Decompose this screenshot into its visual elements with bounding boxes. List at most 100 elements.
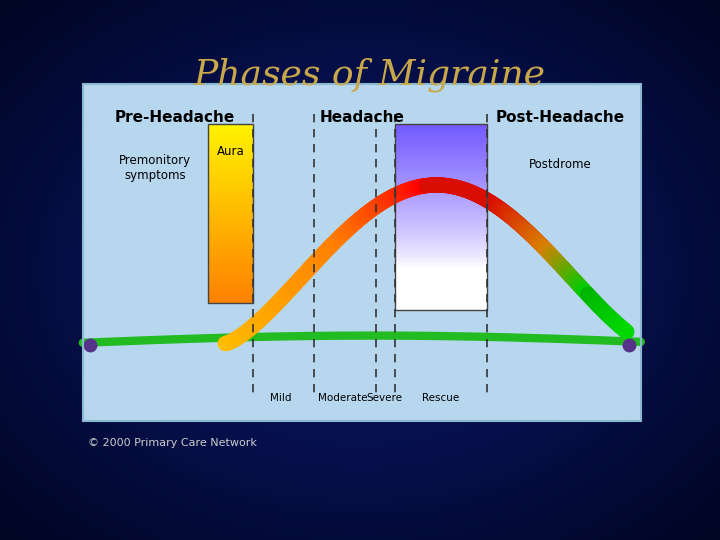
Bar (471, 168, 472, 171)
Bar (480, 158, 482, 160)
Bar (464, 276, 466, 279)
Bar (405, 197, 406, 199)
Bar (438, 213, 440, 215)
Bar (439, 182, 441, 184)
Bar (433, 174, 434, 177)
Bar (472, 210, 474, 212)
Bar (449, 301, 451, 303)
Bar (485, 286, 486, 288)
Bar (480, 154, 482, 156)
Bar (445, 304, 446, 307)
Bar (471, 136, 472, 138)
Bar (410, 171, 411, 173)
Bar (471, 239, 472, 241)
Bar (431, 295, 433, 298)
Bar (438, 143, 439, 145)
Bar (477, 206, 478, 208)
Bar (428, 217, 429, 219)
Bar (437, 168, 438, 171)
Bar (480, 232, 482, 234)
Bar (400, 252, 401, 255)
Bar (468, 204, 469, 206)
Bar (469, 238, 470, 240)
Bar (412, 287, 413, 290)
Bar (462, 284, 464, 286)
Bar (396, 265, 397, 268)
Bar (482, 251, 483, 253)
Bar (478, 182, 480, 184)
Bar (415, 269, 416, 271)
Bar (449, 167, 450, 169)
Bar (400, 126, 401, 129)
Bar (424, 256, 426, 258)
Bar (402, 178, 403, 180)
Bar (442, 276, 444, 279)
Bar (414, 195, 415, 197)
Bar (396, 222, 397, 225)
Bar (423, 232, 424, 234)
Bar (395, 276, 397, 279)
Bar (409, 284, 410, 286)
Bar (462, 234, 464, 236)
Bar (458, 247, 459, 249)
Bar (424, 219, 426, 221)
Bar (436, 308, 437, 310)
Bar (415, 230, 417, 232)
Bar (421, 191, 423, 193)
Bar (405, 204, 406, 206)
Bar (485, 141, 486, 143)
Bar (454, 182, 456, 184)
Bar (466, 267, 467, 269)
Bar (478, 126, 480, 129)
Bar (396, 154, 397, 156)
Bar (428, 267, 429, 269)
Bar (405, 159, 407, 162)
Bar (472, 148, 474, 151)
Bar (441, 225, 442, 227)
Bar (465, 136, 467, 138)
Bar (418, 286, 419, 288)
Bar (458, 141, 459, 143)
Bar (439, 184, 441, 186)
Bar (426, 267, 428, 269)
Bar (431, 260, 433, 262)
Bar (472, 150, 474, 152)
Bar (431, 235, 432, 238)
Bar (454, 137, 455, 139)
Bar (464, 225, 465, 227)
Bar (445, 184, 446, 186)
Bar (460, 171, 461, 173)
Bar (418, 152, 419, 154)
Bar (460, 168, 461, 171)
Bar (478, 228, 480, 231)
Bar (399, 174, 400, 177)
Bar (426, 132, 427, 134)
Bar (396, 167, 397, 169)
Bar (452, 280, 454, 282)
Bar (441, 167, 442, 169)
Bar (401, 168, 402, 171)
Bar (437, 226, 438, 228)
Bar (418, 293, 419, 295)
Bar (485, 158, 487, 160)
Bar (444, 291, 446, 294)
Bar (435, 245, 436, 247)
Bar (471, 287, 472, 290)
Bar (413, 217, 414, 219)
Bar (410, 182, 411, 184)
Bar (416, 243, 418, 245)
Bar (456, 258, 457, 260)
Bar (422, 184, 423, 186)
Bar (416, 154, 418, 156)
Bar (455, 287, 456, 290)
Bar (415, 215, 416, 218)
Bar (411, 254, 413, 256)
Bar (408, 230, 409, 232)
Bar (471, 137, 472, 139)
Bar (402, 239, 403, 241)
Bar (464, 297, 466, 299)
Bar (464, 132, 465, 134)
Bar (458, 152, 459, 154)
Bar (434, 150, 436, 152)
Bar (415, 163, 417, 166)
